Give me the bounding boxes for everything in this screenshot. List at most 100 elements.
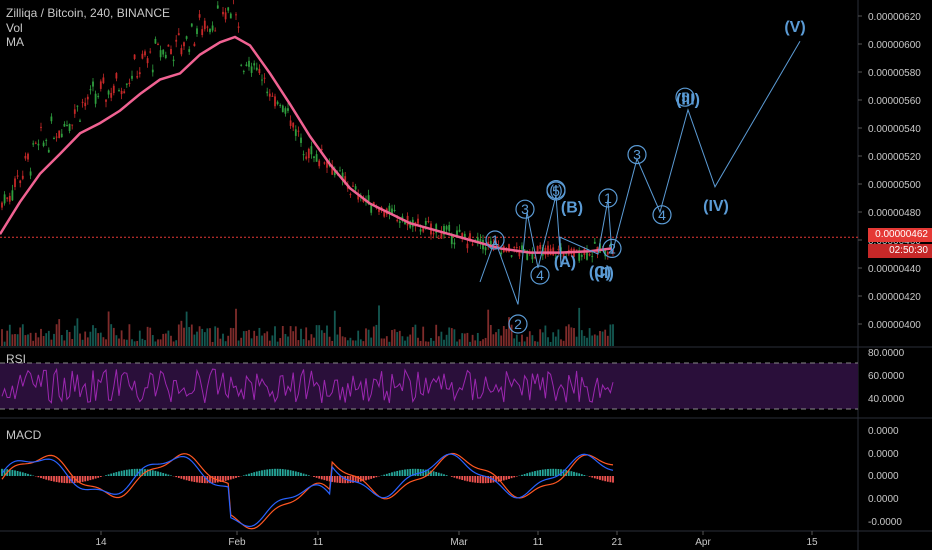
volume-bar — [29, 332, 32, 346]
volume-bar — [487, 309, 490, 346]
macd-signal-line — [1, 452, 614, 530]
volume-bar — [94, 328, 97, 346]
volume-bar — [279, 338, 282, 346]
macd-histogram-bar — [401, 469, 404, 476]
volume-bar — [333, 310, 336, 346]
macd-histogram-bar — [66, 476, 68, 484]
candle-body — [214, 30, 217, 32]
macd-histogram-bar — [476, 476, 479, 483]
volume-bar — [456, 341, 458, 346]
rsi-tick-label: 80.0000 — [868, 348, 905, 359]
candle-body — [21, 175, 24, 179]
macd-histogram-bar — [333, 476, 336, 483]
volume-bar — [34, 332, 37, 346]
candle-body — [599, 243, 601, 253]
macd-histogram-bar — [258, 470, 261, 476]
volume-bar — [164, 333, 167, 346]
candle-body — [393, 209, 396, 211]
volume-bar — [172, 341, 175, 346]
macd-histogram-bar — [107, 474, 110, 476]
macd-histogram-bar — [523, 473, 526, 476]
volume-bar — [461, 333, 464, 346]
candle-body — [177, 33, 180, 36]
volume-bar — [305, 327, 308, 346]
macd-histogram-bar — [349, 476, 352, 484]
candle-body — [357, 193, 360, 200]
volume-bar — [136, 340, 139, 346]
volume-bar — [557, 329, 560, 346]
macd-histogram-bar — [502, 476, 505, 481]
volume-bar — [97, 333, 100, 346]
macd-histogram-bar — [510, 476, 513, 479]
candle-body — [302, 154, 305, 156]
candle-body — [227, 7, 230, 11]
volume-bar — [68, 331, 71, 346]
volume-bar — [422, 326, 425, 346]
volume-bar — [151, 335, 154, 346]
macd-histogram-bar — [248, 473, 250, 476]
candle-body — [53, 137, 55, 140]
volume-bar — [401, 336, 404, 346]
volume-bar — [362, 341, 365, 346]
macd-histogram-bar — [284, 469, 287, 476]
macd-histogram-bar — [375, 476, 378, 478]
macd-histogram-bar — [463, 476, 466, 481]
candle-body — [185, 36, 188, 39]
volume-bar — [437, 336, 440, 346]
wave-label-text: 2 — [514, 316, 522, 332]
candle-body — [42, 142, 45, 147]
candle-body — [471, 244, 474, 246]
volume-bar — [183, 327, 185, 346]
candle-body — [255, 67, 258, 70]
candle-body — [102, 77, 105, 84]
candle-body — [518, 251, 521, 257]
macd-histogram-bar — [268, 469, 271, 476]
candle-body — [300, 137, 302, 143]
volume-bar — [8, 324, 11, 346]
macd-histogram-bar — [274, 468, 276, 476]
volume-bar — [92, 325, 94, 346]
macd-histogram-bar — [458, 476, 461, 480]
macd-histogram-bar — [29, 474, 32, 476]
candle-body — [203, 20, 206, 30]
volume-bar — [146, 326, 149, 346]
macd-histogram-bar — [224, 476, 227, 481]
volume-bar — [107, 311, 110, 346]
volume-bar — [482, 339, 484, 346]
candle-body — [3, 194, 6, 204]
volume-bar — [253, 330, 256, 346]
macd-histogram-bar — [456, 476, 458, 479]
volume-bar — [591, 335, 594, 346]
macd-histogram-bar — [414, 468, 417, 476]
volume-bar — [196, 331, 198, 346]
volume-bar — [508, 317, 510, 346]
macd-histogram-bar — [302, 473, 305, 476]
volume-bar — [495, 332, 497, 346]
volume-bar — [502, 326, 505, 346]
macd-histogram-bar — [432, 471, 435, 476]
macd-histogram-bar — [97, 476, 100, 478]
macd-histogram-bar — [183, 476, 185, 480]
candle-body — [24, 155, 27, 159]
rsi-tick-label: 60.0000 — [868, 371, 905, 382]
candle-body — [331, 164, 334, 175]
volume-bar — [255, 335, 258, 346]
macd-histogram-bar — [86, 476, 89, 481]
volume-bar — [37, 337, 40, 346]
candle-body — [367, 195, 370, 205]
macd-histogram-bar — [466, 476, 469, 482]
candle-body — [190, 23, 193, 27]
macd-histogram-bar — [547, 468, 549, 476]
candle-body — [461, 233, 464, 239]
volume-bar — [105, 339, 107, 346]
volume-bar — [409, 334, 412, 346]
volume-bar — [175, 340, 178, 346]
volume-bar — [84, 331, 87, 346]
macd-histogram-bar — [138, 468, 141, 476]
volume-bar — [21, 324, 24, 346]
volume-bar — [185, 311, 188, 346]
macd-histogram-bar — [352, 476, 354, 483]
macd-histogram-bar — [37, 476, 40, 478]
volume-bar — [102, 337, 105, 346]
